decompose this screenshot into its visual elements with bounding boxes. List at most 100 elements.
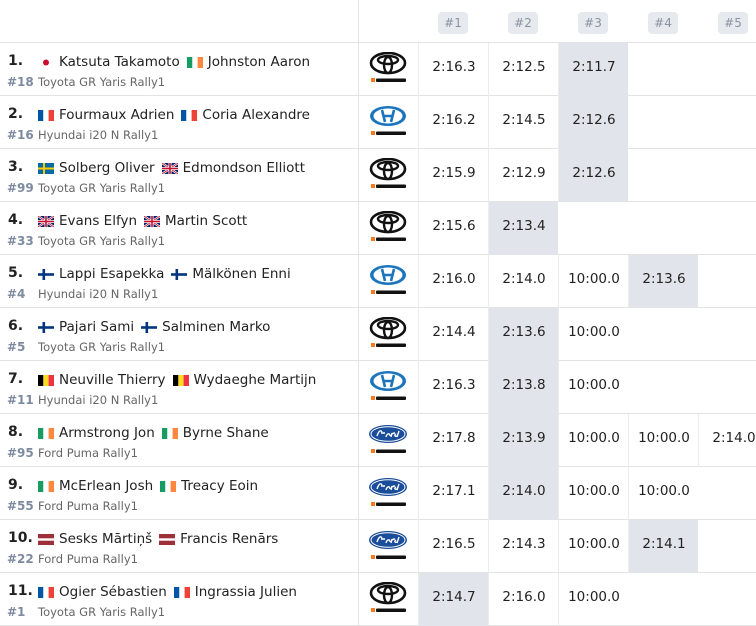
- position: 2.: [8, 106, 24, 122]
- flag-icon: [38, 321, 54, 333]
- stage-time: 2:17.8: [432, 430, 476, 446]
- position: 10.: [8, 530, 33, 546]
- car-model: Toyota GR Yaris Rally1: [38, 340, 166, 354]
- time-cell: 2:12.5: [488, 43, 558, 96]
- flag: [38, 586, 54, 598]
- flag: [172, 374, 189, 386]
- position: 11.: [8, 583, 33, 599]
- stage-time: 10:00.0: [568, 324, 620, 340]
- manufacturer-logo: [369, 478, 407, 506]
- time-cell: 2:14.4: [418, 308, 488, 361]
- manufacturer-logo: [369, 316, 407, 347]
- time-cell: 2:16.3: [418, 361, 488, 414]
- crew: McErlean Josh Treacy Eoin: [38, 478, 258, 494]
- car-number: #22: [7, 552, 34, 566]
- car-number: #5: [7, 340, 26, 354]
- result-row: 2:15.9 2:12.9 2:12.6 3. #99 Toyota GR Yaris R…: [0, 149, 756, 202]
- car-number: #1: [7, 605, 26, 619]
- stage-time: 2:15.6: [432, 218, 476, 234]
- crew: Fourmaux Adrien Coria Alexandre: [38, 107, 310, 123]
- logo-cell: [368, 423, 408, 457]
- stage-time: 2:16.2: [432, 112, 476, 128]
- car-number: #33: [7, 234, 34, 248]
- manufacturer-logo: [369, 425, 407, 453]
- crew: Neuville Thierry Wydaeghe Martijn: [38, 372, 316, 388]
- logo-cell: [368, 581, 408, 616]
- car-number: #55: [7, 499, 34, 513]
- stage-time: 2:12.9: [502, 165, 546, 181]
- stage-time: 2:14.0: [502, 483, 546, 499]
- flag: [38, 268, 54, 280]
- result-row: 2:16.3 2:12.5 2:11.7 1. #18 Toyota GR Yaris R…: [0, 43, 756, 96]
- car-number: #99: [7, 181, 34, 195]
- time-cell: 2:13.6: [488, 308, 558, 361]
- manufacturer-logo: [369, 157, 407, 188]
- flag-icon: [160, 480, 177, 492]
- car-number: #11: [7, 393, 34, 407]
- flag: [173, 586, 190, 598]
- car-model: Hyundai i20 N Rally1: [38, 393, 159, 407]
- header-divider: [358, 0, 359, 626]
- car-model: Toyota GR Yaris Rally1: [38, 75, 166, 89]
- time-cell: 2:17.8: [418, 414, 488, 467]
- stage-time: 2:11.7: [572, 59, 616, 75]
- time-cell: 2:13.6: [628, 255, 698, 308]
- crew: Pajari Sami Salminen Marko: [38, 319, 270, 335]
- driver-name: Ingrassia Julien: [194, 584, 297, 600]
- driver-name: Sesks Mārtiņš: [59, 531, 153, 547]
- time-cell: 2:12.6: [558, 96, 628, 149]
- driver-name: Evans Elfyn: [59, 213, 138, 229]
- car-model: Ford Puma Rally1: [38, 499, 138, 513]
- logo-cell: [368, 370, 408, 404]
- time-cell: 2:13.4: [488, 202, 558, 255]
- time-cell: 2:16.0: [488, 573, 558, 626]
- driver-name: Katsuta Takamoto: [59, 54, 180, 70]
- time-cell: 2:13.9: [488, 414, 558, 467]
- time-cell: 2:16.5: [418, 520, 488, 573]
- flag: [161, 427, 178, 439]
- stage-time: 2:13.6: [642, 271, 686, 287]
- crew: Solberg Oliver Edmondson Elliott: [38, 160, 305, 176]
- stage-time: 2:13.8: [502, 377, 546, 393]
- driver-name: Coria Alexandre: [202, 107, 310, 123]
- stage-time: 10:00.0: [568, 589, 620, 605]
- flag: [161, 162, 178, 174]
- flag: [159, 533, 176, 545]
- flag-icon: [38, 533, 54, 545]
- stage-time: 2:16.3: [432, 59, 476, 75]
- car-model: Ford Puma Rally1: [38, 552, 138, 566]
- time-cell: 10:00.0: [628, 414, 698, 467]
- position: 5.: [8, 265, 24, 281]
- logo-cell: [368, 51, 408, 86]
- flag-icon: [161, 162, 178, 174]
- flag-icon: [38, 56, 54, 68]
- flag: [186, 56, 203, 68]
- flag-icon: [181, 109, 198, 121]
- flag-icon: [38, 268, 54, 280]
- car-number: #95: [7, 446, 34, 460]
- flag: [38, 215, 54, 227]
- flag-icon: [172, 374, 189, 386]
- flag: [160, 480, 177, 492]
- driver-name: Neuville Thierry: [59, 372, 166, 388]
- stage-header: #5: [718, 12, 748, 34]
- driver-name: Francis Renārs: [180, 531, 279, 547]
- time-cell: 2:16.0: [418, 255, 488, 308]
- driver-name: Pajari Sami: [59, 319, 135, 335]
- flag: [171, 268, 188, 280]
- manufacturer-logo: [370, 265, 406, 294]
- flag: [38, 56, 54, 68]
- car-model: Ford Puma Rally1: [38, 446, 138, 460]
- flag-icon: [38, 586, 54, 598]
- car-model: Toyota GR Yaris Rally1: [38, 234, 166, 248]
- driver-name: Solberg Oliver: [59, 160, 155, 176]
- crew: Ogier Sébastien Ingrassia Julien: [38, 584, 297, 600]
- flag-icon: [144, 215, 161, 227]
- stage-header: #4: [648, 12, 678, 34]
- flag: [181, 109, 198, 121]
- result-row: 2:14.7 2:16.0 10:00.0 11. #1 Toyota GR Yaris …: [0, 573, 756, 626]
- time-cell: 2:11.7: [558, 43, 628, 96]
- position: 1.: [8, 53, 24, 69]
- car-model: Hyundai i20 N Rally1: [38, 128, 159, 142]
